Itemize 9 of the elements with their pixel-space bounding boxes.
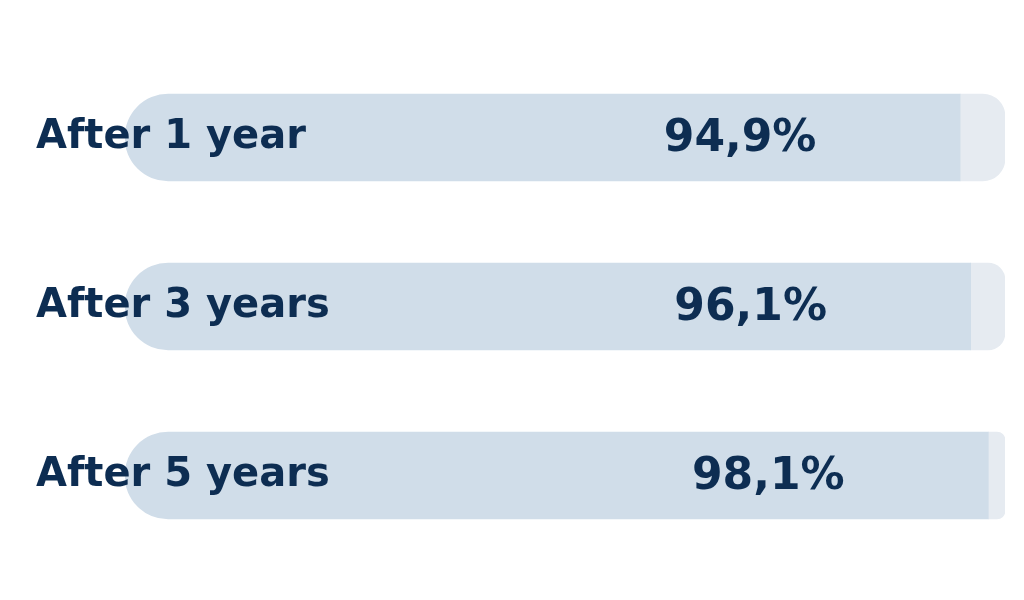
bar <box>959 93 1005 182</box>
data-label: 96,1% <box>674 278 828 330</box>
y-tick-label: After 5 years <box>36 448 330 495</box>
data-label: 98,1% <box>691 447 845 499</box>
bar <box>987 431 1005 520</box>
data-label: 94,9% <box>663 109 817 161</box>
y-tick-label: After 3 years <box>36 279 330 326</box>
y-tick-label: After 1 year <box>36 110 307 157</box>
bar <box>970 262 1005 351</box>
